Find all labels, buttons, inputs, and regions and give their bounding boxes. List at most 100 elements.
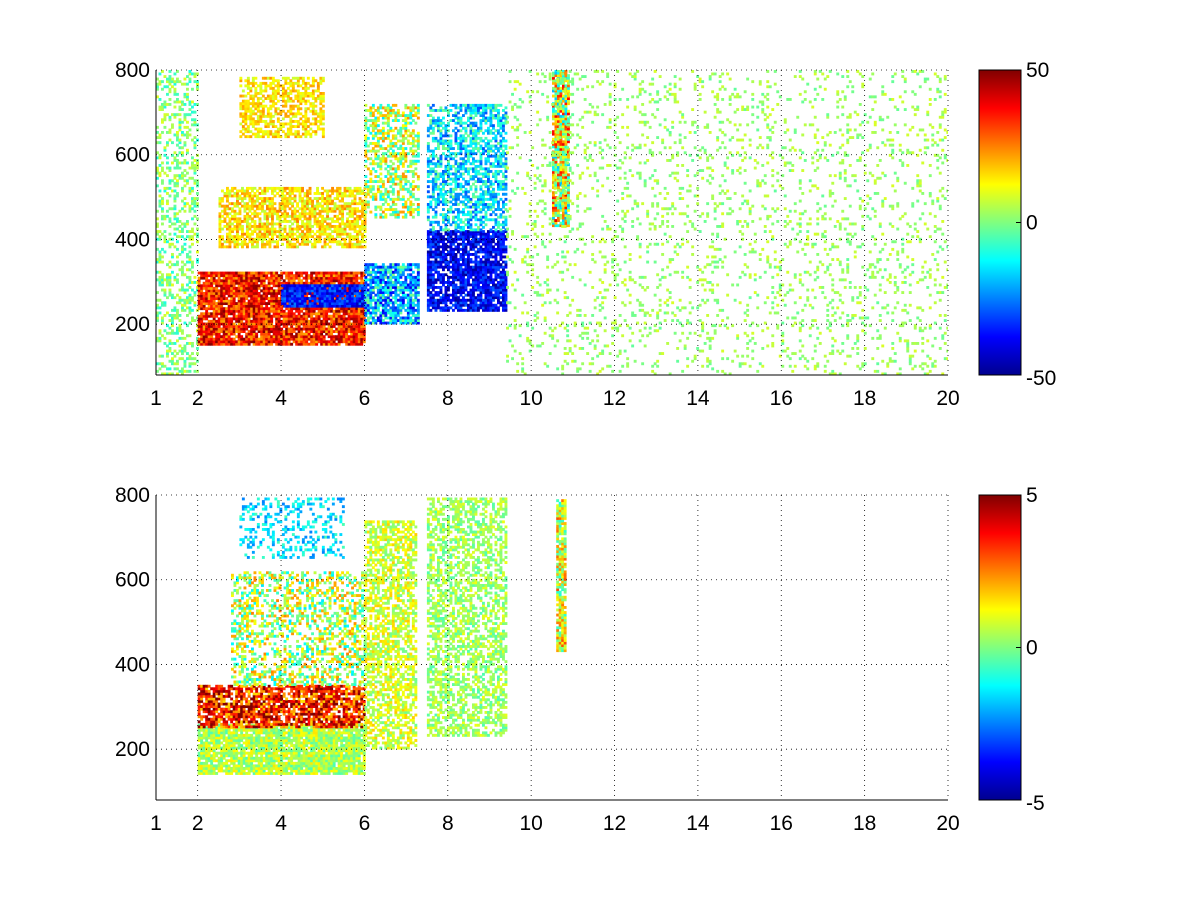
top-heatmap-cell <box>270 325 274 328</box>
top-heatmap-cell <box>308 289 312 293</box>
top-heatmap-cell <box>348 284 352 288</box>
top-heatmap-cell <box>254 89 258 93</box>
top-heatmap-cell <box>362 281 366 285</box>
top-heatmap-cell <box>197 317 201 321</box>
top-heatmap-cell <box>305 302 309 305</box>
top-heatmap-cell <box>176 174 179 178</box>
top-heatmap-cell <box>238 237 242 241</box>
top-heatmap-cell <box>301 114 305 118</box>
top-heatmap-cell <box>321 97 325 100</box>
top-heatmap-cell <box>270 340 274 344</box>
top-heatmap-cell <box>256 240 259 244</box>
top-heatmap-cell <box>284 135 288 139</box>
top-heatmap-cell <box>258 232 262 236</box>
top-heatmap-cell <box>371 121 375 125</box>
top-heatmap-cell <box>215 340 219 344</box>
top-heatmap-cell <box>379 164 383 168</box>
top-heatmap-cell <box>176 362 179 366</box>
top-heatmap-cell <box>347 335 351 339</box>
top-heatmap-cell <box>246 86 250 90</box>
top-heatmap-cell <box>374 134 378 138</box>
top-heatmap-cell <box>265 317 269 321</box>
top-heatmap-cell <box>374 273 378 277</box>
top-heatmap-cell <box>401 293 405 297</box>
top-heatmap-cell <box>311 230 314 233</box>
top-heatmap-cell <box>186 131 189 134</box>
top-heatmap-cell <box>235 271 239 275</box>
top-heatmap-cell <box>391 283 395 287</box>
top-heatmap-cell <box>297 342 301 346</box>
top-heatmap-cell <box>311 79 315 83</box>
top-heatmap-cell <box>300 307 304 311</box>
top-heatmap-cell <box>205 332 209 336</box>
top-heatmap-cell <box>409 286 413 289</box>
top-heatmap-cell <box>250 330 254 333</box>
top-heatmap-cell <box>318 235 322 239</box>
top-heatmap-cell <box>355 337 359 341</box>
top-heatmap-cell <box>293 220 297 223</box>
top-heatmap-cell <box>291 192 294 195</box>
top-heatmap-cell <box>306 117 310 121</box>
top-heatmap-cell <box>217 327 221 331</box>
top-heatmap-cell <box>266 235 269 239</box>
top-heatmap-cell <box>313 214 317 218</box>
top-heatmap-cell <box>188 354 192 358</box>
top-heatmap-cell <box>363 245 367 249</box>
top-heatmap-cell <box>366 301 370 305</box>
top-heatmap-cell <box>252 294 256 298</box>
top-heatmap-cell <box>260 274 264 278</box>
top-heatmap-cell <box>246 225 249 228</box>
top-heatmap-cell <box>220 294 224 298</box>
top-heatmap-cell <box>281 237 284 241</box>
top-heatmap-cell <box>355 317 359 321</box>
top-heatmap-cell <box>168 367 172 371</box>
top-heatmap-cell <box>304 130 308 134</box>
top-heatmap-cell <box>296 122 300 126</box>
top-heatmap-cell <box>374 126 378 130</box>
top-heatmap-cell <box>276 217 279 221</box>
top-heatmap-cell <box>384 159 388 163</box>
top-heatmap-cell <box>327 309 331 313</box>
top-heatmap-cell <box>268 202 272 206</box>
top-heatmap-cell <box>300 340 304 344</box>
top-heatmap-cell <box>411 270 415 274</box>
top-heatmap-cell <box>207 325 211 328</box>
top-heatmap-cell <box>316 186 319 190</box>
top-heatmap-cell <box>396 159 400 163</box>
top-heatmap-cell <box>158 362 162 366</box>
top-heatmap-cell <box>168 131 172 134</box>
top-heatmap-cell <box>260 307 264 311</box>
top-heatmap-cell <box>404 275 408 279</box>
top-heatmap-cell <box>237 292 241 295</box>
top-heatmap-cell <box>299 122 303 126</box>
top-heatmap-cell <box>409 278 413 282</box>
top-heatmap-cell <box>321 132 325 136</box>
top-heatmap-cell <box>364 195 368 199</box>
top-heatmap-cell <box>196 123 199 127</box>
top-heatmap-cell <box>222 297 226 300</box>
top-heatmap-cell <box>411 278 415 282</box>
top-heatmap-cell <box>353 235 357 239</box>
top-heatmap-cell <box>281 207 284 211</box>
top-heatmap-cell <box>158 108 162 111</box>
top-heatmap-cell <box>215 297 219 300</box>
top-heatmap-cell <box>186 255 189 259</box>
top-heatmap-cell <box>231 237 234 241</box>
top-heatmap-cell <box>207 297 211 300</box>
top-heatmap-cell <box>277 325 281 328</box>
top-heatmap-cell <box>311 107 315 111</box>
top-heatmap-cell <box>391 162 395 166</box>
top-heatmap-cell <box>306 304 309 308</box>
top-heatmap-cell <box>346 235 349 239</box>
top-heatmap-cell <box>207 284 211 288</box>
top-heatmap-cell <box>252 286 256 290</box>
top-heatmap-cell <box>176 98 179 101</box>
top-heatmap-cell <box>323 189 327 193</box>
top-heatmap-cell <box>197 297 201 300</box>
top-heatmap-cell <box>257 312 261 316</box>
top-heatmap-cell <box>158 82 162 86</box>
top-heatmap-cell <box>396 270 400 274</box>
top-heatmap-cell <box>261 209 264 213</box>
top-heatmap-cell <box>391 303 395 307</box>
